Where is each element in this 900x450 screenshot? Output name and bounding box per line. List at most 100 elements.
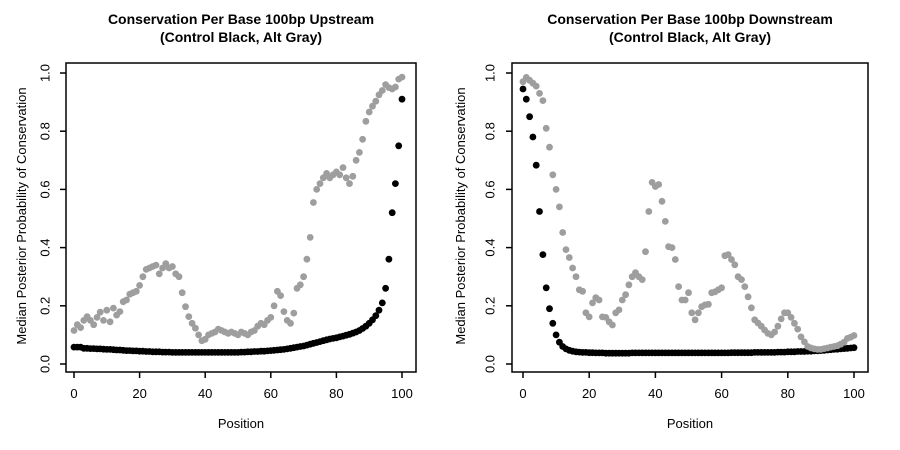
data-point-control xyxy=(519,85,527,93)
downstream-x-axis-label: Position xyxy=(666,416,714,431)
data-point-alt xyxy=(365,108,373,116)
x-tick-label: 40 xyxy=(648,386,662,401)
data-point-alt xyxy=(552,186,560,193)
data-point-alt xyxy=(136,282,144,289)
data-point-alt xyxy=(346,180,353,188)
y-tick-label: 0.6 xyxy=(482,180,497,198)
data-point-alt xyxy=(169,263,176,270)
data-point-alt xyxy=(188,319,196,327)
data-point-alt xyxy=(359,135,366,143)
data-point-alt xyxy=(771,328,778,336)
data-point-alt xyxy=(175,273,183,281)
data-point-alt xyxy=(615,306,623,314)
downstream-points-control xyxy=(519,85,858,357)
data-point-control xyxy=(392,180,399,188)
x-tick-label: 100 xyxy=(391,386,413,401)
data-point-alt xyxy=(668,244,676,252)
data-point-alt xyxy=(589,299,596,307)
data-point-control xyxy=(522,95,530,103)
y-tick-label: 0.0 xyxy=(482,355,497,373)
upstream-plot-title: Conservation Per Base 100bp Upstream xyxy=(107,11,375,27)
x-tick-label: 80 xyxy=(329,386,343,401)
data-point-alt xyxy=(392,83,399,91)
x-tick-label: 80 xyxy=(781,386,795,401)
data-point-alt xyxy=(731,261,739,269)
data-point-alt xyxy=(342,174,350,182)
data-point-control xyxy=(546,305,553,313)
data-point-alt xyxy=(123,296,130,304)
data-point-alt xyxy=(303,255,311,263)
y-tick-label: 0.2 xyxy=(482,297,497,315)
x-tick-label: 20 xyxy=(132,386,146,401)
upstream-plot: 0 20 40 60 80 100 0.0 0.2 0.4 0.6 0.8 1.0 xyxy=(37,62,417,401)
y-tick-label: 0.0 xyxy=(37,355,52,373)
x-tick-label: 60 xyxy=(264,386,278,401)
data-point-alt xyxy=(794,325,802,333)
x-tick-label: 0 xyxy=(519,386,526,401)
data-point-alt xyxy=(539,97,547,104)
data-point-alt xyxy=(398,73,406,81)
data-point-control xyxy=(398,95,406,103)
data-point-alt xyxy=(681,296,689,304)
data-point-alt xyxy=(671,256,679,263)
data-point-alt xyxy=(110,304,117,312)
data-point-alt xyxy=(310,199,317,206)
data-point-alt xyxy=(96,308,104,316)
data-point-control xyxy=(382,284,389,292)
data-point-alt xyxy=(724,251,732,258)
data-point-alt xyxy=(565,254,573,261)
data-point-alt xyxy=(93,314,101,321)
y-tick-label: 1.0 xyxy=(37,64,52,82)
data-point-control xyxy=(529,133,537,141)
data-point-alt xyxy=(132,287,140,295)
data-point-alt xyxy=(352,156,360,164)
data-point-alt xyxy=(675,283,682,290)
data-point-alt xyxy=(536,90,543,97)
data-point-alt xyxy=(362,117,370,125)
data-point-alt xyxy=(306,234,314,241)
upstream-y-axis-label: Median Posterior Probability of Conserva… xyxy=(14,87,29,345)
downstream-y-axis-label: Median Posterior Probability of Conserva… xyxy=(453,87,468,345)
data-point-alt xyxy=(106,318,114,326)
data-point-alt xyxy=(542,124,550,132)
data-point-control xyxy=(536,208,543,215)
data-point-alt xyxy=(296,281,304,289)
y-tick-label: 0.4 xyxy=(37,239,52,257)
data-point-alt xyxy=(774,322,782,330)
data-point-control xyxy=(539,251,547,258)
data-point-alt xyxy=(569,264,576,272)
data-point-alt xyxy=(741,283,749,290)
data-point-alt xyxy=(622,291,629,299)
data-point-alt xyxy=(642,248,649,256)
data-point-control xyxy=(542,284,550,292)
x-tick-label: 60 xyxy=(714,386,728,401)
data-point-control xyxy=(372,312,380,320)
data-point-alt xyxy=(559,229,567,236)
upstream-plot-subtitle: (Control Black, Alt Gray) xyxy=(159,29,323,45)
data-point-alt xyxy=(787,314,795,321)
data-point-alt xyxy=(625,281,633,289)
downstream-plot-title: Conservation Per Base 100bp Downstream xyxy=(547,11,833,27)
data-point-control xyxy=(532,161,540,169)
data-point-alt xyxy=(645,208,653,215)
data-point-alt xyxy=(546,143,553,151)
y-tick-label: 0.2 xyxy=(37,297,52,315)
data-point-alt xyxy=(549,171,557,179)
data-point-alt xyxy=(90,321,98,329)
data-point-alt xyxy=(850,332,858,339)
data-point-alt xyxy=(748,304,755,312)
data-point-alt xyxy=(688,309,696,317)
data-point-alt xyxy=(655,181,663,188)
data-point-alt xyxy=(695,309,702,317)
data-point-alt xyxy=(290,309,298,317)
data-point-alt xyxy=(378,87,386,94)
data-point-alt xyxy=(777,315,785,323)
data-point-control xyxy=(385,255,393,263)
downstream-plot: 0 20 40 60 80 100 0.0 0.2 0.4 0.6 0.8 1.0 xyxy=(482,62,869,401)
plot-box xyxy=(511,62,869,373)
data-point-alt xyxy=(116,308,124,315)
data-point-alt xyxy=(316,180,324,188)
data-point-alt xyxy=(691,316,699,324)
